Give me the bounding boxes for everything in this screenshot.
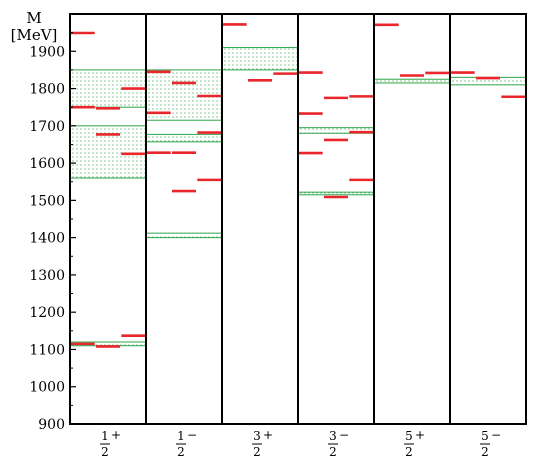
x-label-den: 2 — [101, 445, 109, 459]
y-tick-label-1600: 1600 — [29, 156, 65, 172]
x-label-parity: − — [491, 428, 501, 442]
band-3-1 — [221, 47, 299, 71]
x-axis: 12+ 12− 32+ 32− 52+ 52− — [100, 428, 501, 459]
y-tick-label-1000: 1000 — [29, 380, 65, 396]
y-axis-label-line1: M — [26, 9, 42, 27]
x-label-6: 5 2− — [480, 428, 501, 459]
x-label-num: 1 — [177, 429, 185, 443]
x-label-num: 1 — [101, 429, 109, 443]
y-tick-label-1800: 1800 — [29, 82, 65, 98]
y-tick-label-1300: 1300 — [29, 268, 65, 284]
x-label-den: 2 — [253, 445, 261, 459]
y-tick-label-1700: 1700 — [29, 119, 65, 135]
y-tick-label-1200: 1200 — [29, 305, 65, 321]
y-tick-label-900: 900 — [38, 417, 65, 433]
levels-layer — [70, 23, 526, 348]
band-5-1 — [373, 78, 451, 84]
x-label-5: 5 2+ — [404, 428, 425, 459]
x-label-3: 3 2+ — [252, 428, 273, 459]
x-label-2: 1 2− — [176, 428, 197, 459]
x-label-parity: − — [187, 428, 197, 442]
x-label-4: 3 2− — [328, 428, 349, 459]
x-label-1: 1 2+ — [100, 428, 121, 459]
x-label-den: 2 — [405, 445, 413, 459]
x-label-num: 5 — [405, 429, 413, 443]
y-tick-label-1400: 1400 — [29, 231, 65, 247]
x-label-parity: + — [111, 428, 121, 442]
band-2-2 — [145, 133, 223, 143]
x-label-parity: + — [415, 428, 425, 442]
x-label-num: 5 — [481, 429, 489, 443]
x-label-num: 3 — [329, 429, 337, 443]
band-2-1 — [145, 232, 223, 239]
y-tick-label-1900: 1900 — [29, 44, 65, 60]
x-label-parity: + — [263, 428, 273, 442]
frame-layer — [69, 13, 527, 425]
y-axis-label: M [MeV] — [0, 10, 68, 44]
band-4-1 — [297, 191, 375, 196]
y-axis: 900 1000 1100 1200 1300 1400 1500 1600 1700 1800 1… — [29, 32, 76, 433]
y-tick-label-1500: 1500 — [29, 193, 65, 209]
x-label-num: 3 — [253, 429, 261, 443]
x-label-den: 2 — [481, 445, 489, 459]
y-axis-label-line2: [MeV] — [10, 26, 58, 44]
y-tick-label-1100: 1100 — [29, 342, 65, 358]
x-label-den: 2 — [177, 445, 185, 459]
x-label-den: 2 — [329, 445, 337, 459]
x-label-parity: − — [339, 428, 349, 442]
